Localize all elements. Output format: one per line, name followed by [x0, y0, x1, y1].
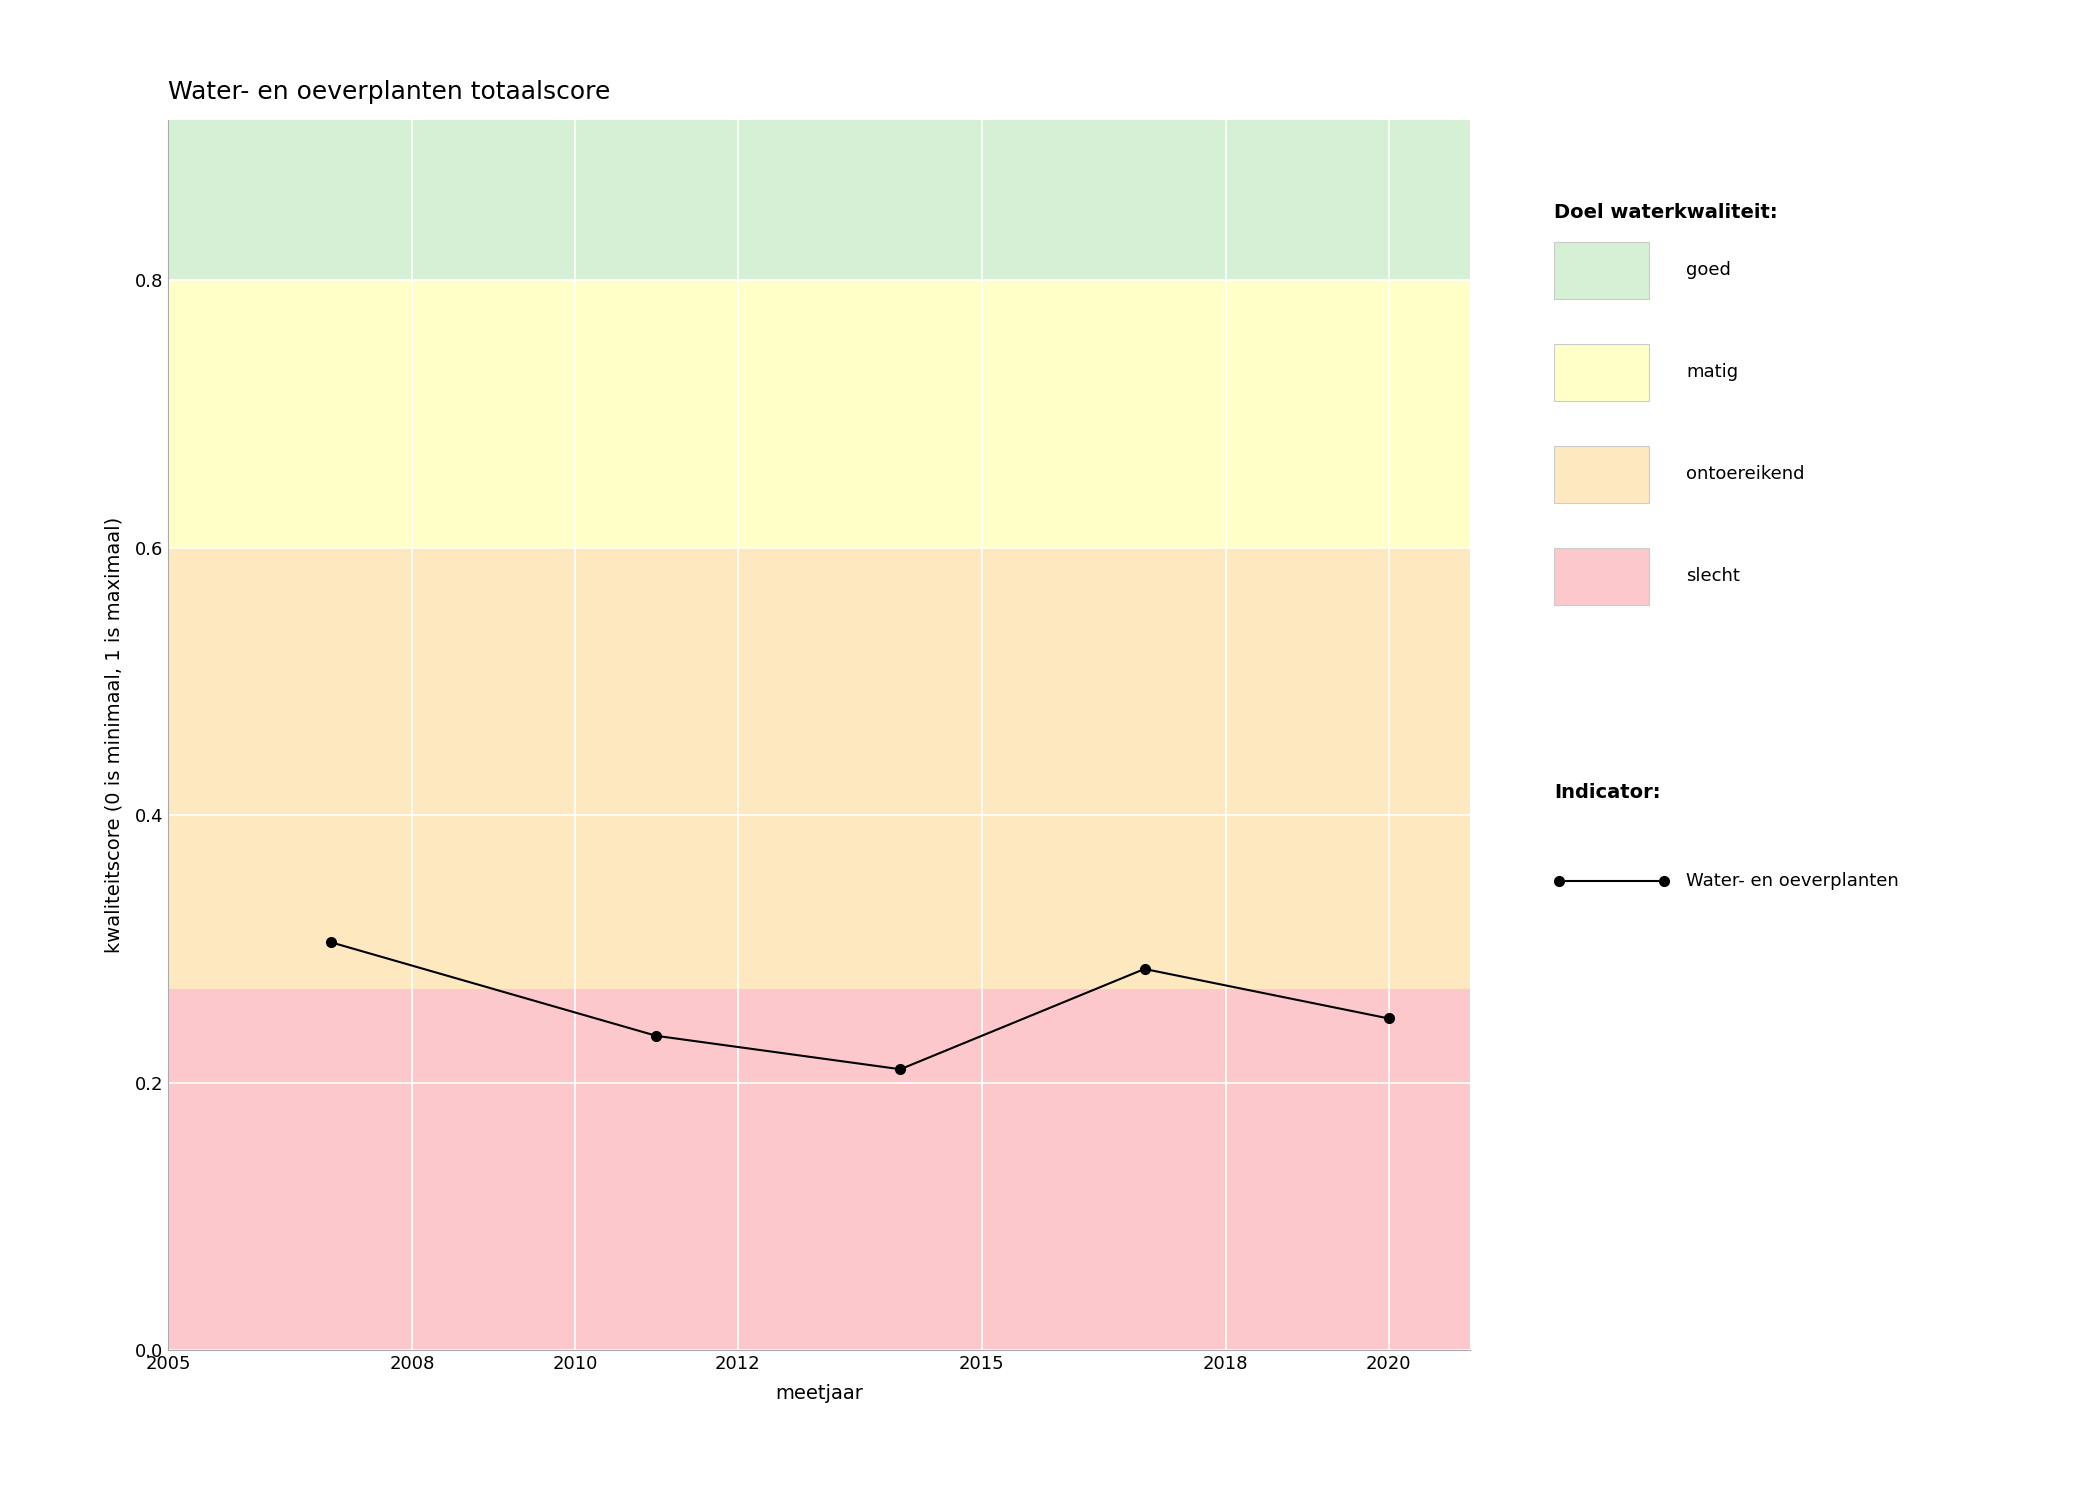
- Text: goed: goed: [1686, 261, 1730, 279]
- Bar: [168, 280, 1470, 548]
- Text: Doel waterkwaliteit:: Doel waterkwaliteit:: [1554, 202, 1777, 222]
- Text: slecht: slecht: [1686, 567, 1741, 585]
- Text: Water- en oeverplanten totaalscore: Water- en oeverplanten totaalscore: [168, 80, 611, 104]
- Text: Indicator:: Indicator:: [1554, 783, 1661, 802]
- X-axis label: meetjaar: meetjaar: [775, 1384, 863, 1402]
- Text: ontoereikend: ontoereikend: [1686, 465, 1804, 483]
- Bar: [168, 120, 1470, 280]
- Y-axis label: kwaliteitscore (0 is minimaal, 1 is maximaal): kwaliteitscore (0 is minimaal, 1 is maxi…: [105, 518, 124, 952]
- Text: matig: matig: [1686, 363, 1739, 381]
- Text: Water- en oeverplanten: Water- en oeverplanten: [1686, 871, 1898, 889]
- Bar: [168, 548, 1470, 988]
- Bar: [168, 988, 1470, 1350]
